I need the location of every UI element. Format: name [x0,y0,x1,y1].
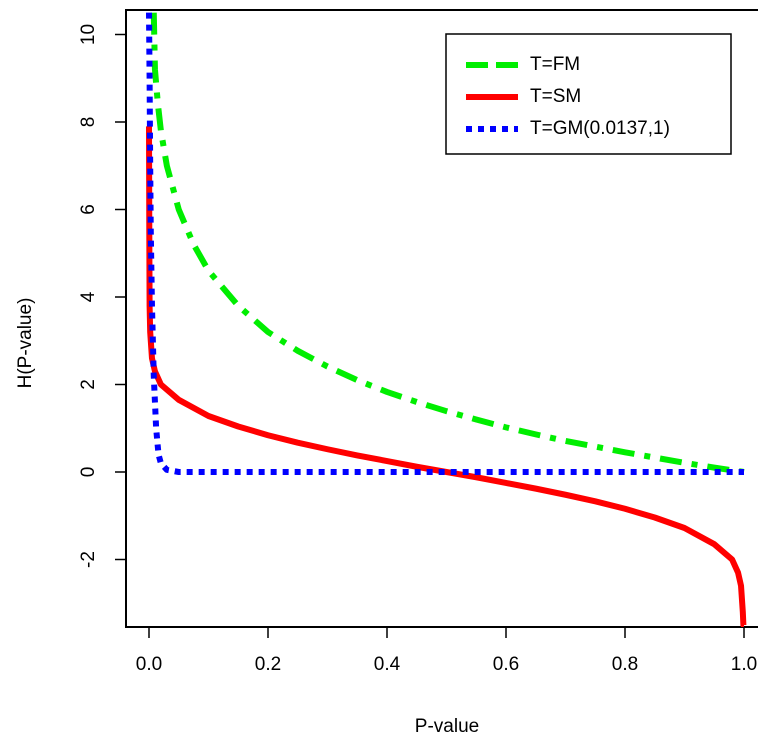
x-tick-label: 0.8 [612,654,638,675]
y-tick-label: 10 [78,24,99,45]
series-line-0 [150,12,745,475]
legend: T=FM T=SM T=GM(0.0137,1) [445,33,732,155]
y-tick-label: 2 [78,379,99,390]
x-tick-label: 0.2 [255,654,281,675]
x-tick-label: 0.4 [374,654,401,675]
series-layer [146,12,747,627]
legend-label-2: T=GM(0.0137,1) [530,118,670,139]
x-tick-label: 1.0 [731,654,757,675]
series-line-2 [146,12,744,475]
y-axis: -2 0 2 4 6 8 10 [78,24,127,568]
y-tick-label: 4 [78,291,99,302]
x-tick-label: 0.0 [136,654,162,675]
series-line-1 [146,126,747,627]
x-tick-label: 0.6 [493,654,519,675]
y-tick-label: 0 [78,467,99,478]
y-tick-label: 8 [78,117,99,128]
y-tick-label: -2 [78,551,99,568]
y-axis-title: H(P-value) [15,298,36,389]
legend-label-1: T=SM [530,86,581,107]
y-tick-label: 6 [78,204,99,215]
x-axis: 0.0 0.2 0.4 0.6 0.8 1.0 [136,626,757,675]
legend-label-0: T=FM [530,54,580,75]
x-axis-title: P-value [415,716,479,737]
